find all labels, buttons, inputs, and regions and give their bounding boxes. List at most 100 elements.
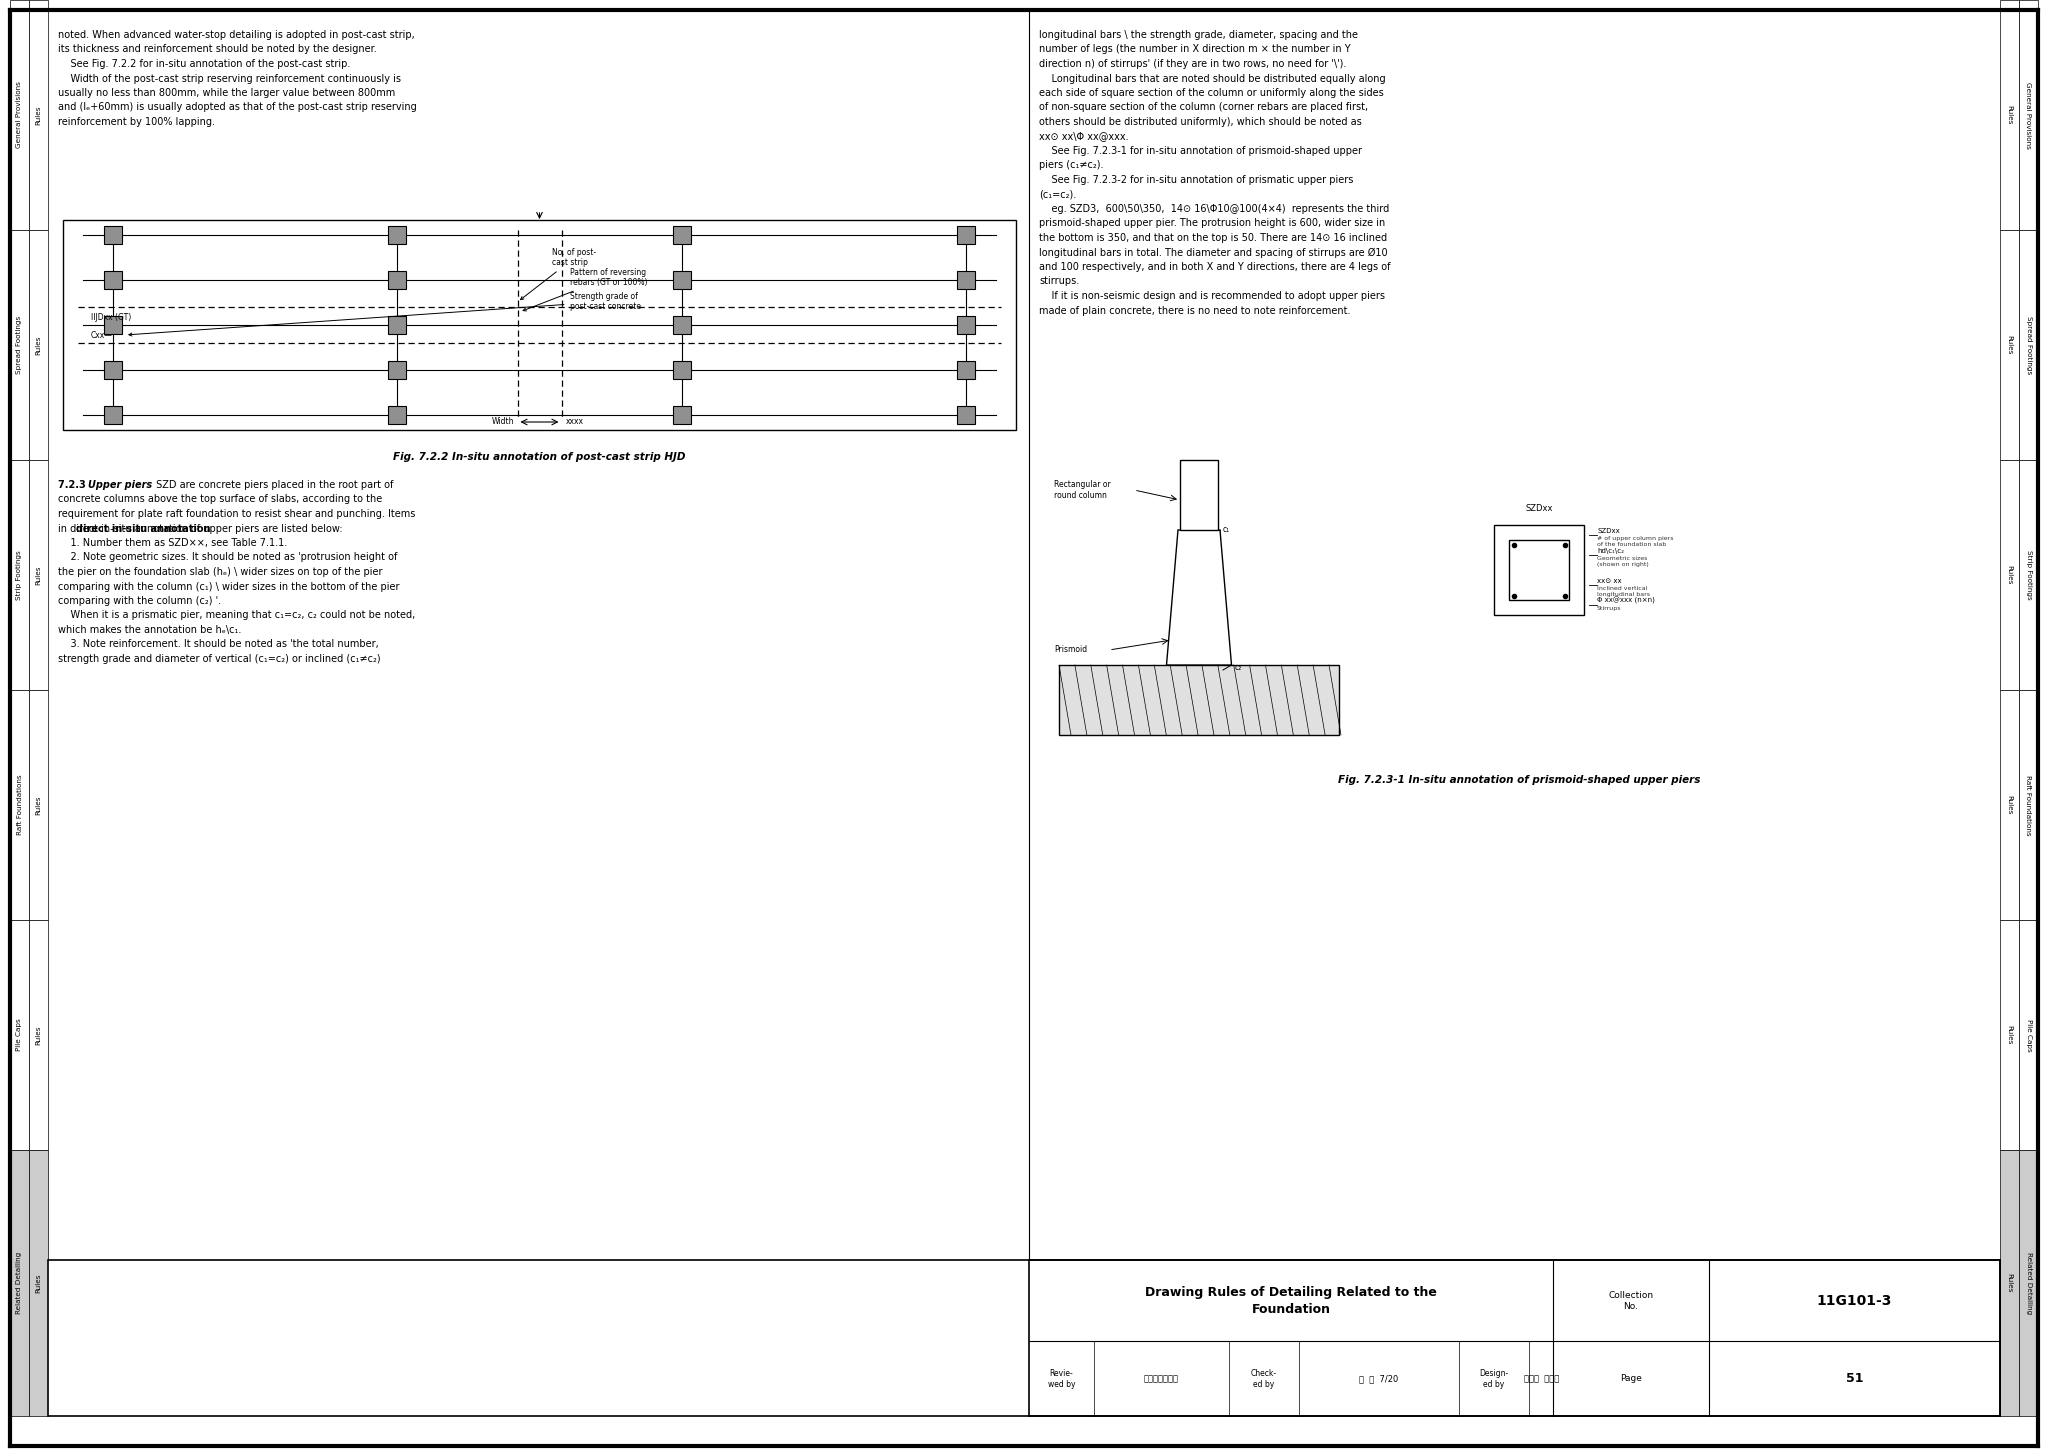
Bar [104,406,123,424]
Text: When it is a prismatic pier, meaning that c₁=c₂, c₂ could not be noted,: When it is a prismatic pier, meaning tha… [57,610,416,620]
Text: 7.2.3: 7.2.3 [57,480,90,491]
Bar [672,361,690,379]
Bar [1493,526,1583,614]
Text: SZDxx: SZDxx [1597,529,1620,534]
Text: and (lₑ+60mm) is usually adopted as that of the post-cast strip reserving: and (lₑ+60mm) is usually adopted as that… [57,102,416,112]
Text: General Provisions: General Provisions [16,82,23,149]
Text: Rules: Rules [2007,565,2013,585]
Text: Width of the post-cast strip reserving reinforcement continuously is: Width of the post-cast strip reserving r… [57,73,401,83]
Text: Rules: Rules [35,335,41,355]
Bar [389,226,406,245]
Text: IIJDxx (GT): IIJDxx (GT) [90,313,131,322]
Text: comparing with the column (c₁) \ wider sizes in the bottom of the pier: comparing with the column (c₁) \ wider s… [57,581,399,591]
Bar [10,230,29,460]
Text: Longitudinal bars that are noted should be distributed equally along: Longitudinal bars that are noted should … [1038,73,1386,83]
Bar [2019,230,2038,460]
Text: eg. SZD3,  600\50\350,  14⊙ 16\Φ10@100(4×4)  represents the third: eg. SZD3, 600\50\350, 14⊙ 16\Φ10@100(4×4… [1038,204,1389,214]
Text: made of plain concrete, there is no need to note reinforcement.: made of plain concrete, there is no need… [1038,306,1350,316]
Bar [47,1259,2001,1417]
Bar [1180,460,1219,530]
Text: stirrups.: stirrups. [1038,277,1079,287]
Text: Pile Caps: Pile Caps [16,1019,23,1051]
Text: Collection
No.: Collection No. [1608,1290,1653,1310]
Text: xx⊙ xx\Φ xx@xxx.: xx⊙ xx\Φ xx@xxx. [1038,131,1128,141]
Text: comparing with the column (c₂) '.: comparing with the column (c₂) '. [57,596,221,606]
Bar [1509,540,1569,600]
Bar [389,271,406,288]
Bar [10,0,29,230]
Text: Rules: Rules [2007,795,2013,815]
Text: prismoid-shaped upper pier. The protrusion height is 600, wider size in: prismoid-shaped upper pier. The protrusi… [1038,218,1384,229]
Text: 2. Note geometric sizes. It should be noted as 'protrusion height of: 2. Note geometric sizes. It should be no… [57,552,397,562]
Bar [1059,665,1339,735]
Text: (c₁=c₂).: (c₁=c₂). [1038,189,1077,199]
Bar [2019,690,2038,920]
Bar [672,226,690,245]
Bar [2019,0,2038,230]
Bar [104,226,123,245]
Bar [2001,460,2019,690]
Text: SZDxx: SZDxx [1526,504,1552,513]
Text: See Fig. 7.2.2 for in-situ annotation of the post-cast strip.: See Fig. 7.2.2 for in-situ annotation of… [57,60,350,68]
Bar [2001,690,2019,920]
Text: Φ xx@xxx (n×n): Φ xx@xxx (n×n) [1597,597,1655,604]
Text: Related Detailing: Related Detailing [2025,1252,2032,1315]
Text: Rules: Rules [35,795,41,815]
Bar [29,920,47,1150]
Text: Stirrups: Stirrups [1597,606,1622,612]
Text: Raft Foundations: Raft Foundations [16,775,23,836]
Text: Geometric sizes
(shown on right): Geometric sizes (shown on right) [1597,556,1649,566]
Text: Page: Page [1620,1374,1642,1383]
Bar [389,406,406,424]
Text: Rules: Rules [35,1025,41,1045]
Text: concrete columns above the top surface of slabs, according to the: concrete columns above the top surface o… [57,495,383,504]
Text: its thickness and reinforcement should be noted by the designer.: its thickness and reinforcement should b… [57,45,377,54]
Text: Raft Foundations: Raft Foundations [2025,775,2032,836]
Bar [10,690,29,920]
Text: Rules: Rules [35,1273,41,1293]
Bar [2001,920,2019,1150]
Text: Rules: Rules [2007,335,2013,355]
Text: Check-
ed by: Check- ed by [1251,1369,1278,1389]
Bar [2001,1150,2019,1417]
Bar [29,460,47,690]
Bar [29,230,47,460]
Text: Spread Footings: Spread Footings [2025,316,2032,374]
Bar [956,316,975,333]
Text: the bottom is 350, and that on the top is 50. There are 14⊙ 16 inclined: the bottom is 350, and that on the top i… [1038,233,1386,243]
Text: 11G101-3: 11G101-3 [1817,1293,1892,1307]
Text: Width: Width [492,418,514,427]
Bar [10,460,29,690]
Bar [10,920,29,1150]
Text: direct in-situ annotation: direct in-situ annotation [76,524,211,533]
Text: requirement for plate raft foundation to resist shear and punching. Items: requirement for plate raft foundation to… [57,510,416,518]
Text: Rules: Rules [2007,105,2013,125]
Bar [956,406,975,424]
Text: Rules: Rules [35,105,41,125]
Bar [956,271,975,288]
Text: of non-square section of the column (corner rebars are placed first,: of non-square section of the column (cor… [1038,102,1368,112]
Text: Design-
ed by: Design- ed by [1479,1369,1509,1389]
Text: c₁: c₁ [1223,526,1231,534]
Text: Inclined vertical
longitudinal bars: Inclined vertical longitudinal bars [1597,585,1651,597]
Text: Rules: Rules [35,565,41,585]
Text: xx⊙ xx: xx⊙ xx [1597,578,1622,584]
Text: 51: 51 [1845,1372,1864,1385]
Text: Rules: Rules [2007,1025,2013,1045]
Bar [672,271,690,288]
Text: piers (c₁≠c₂).: piers (c₁≠c₂). [1038,160,1104,170]
Bar [672,316,690,333]
Text: 刘  敏  7/20: 刘 敏 7/20 [1360,1374,1399,1383]
Polygon shape [1167,530,1231,665]
Text: Fig. 7.2.3-1 In-situ annotation of prismoid-shaped upper piers: Fig. 7.2.3-1 In-situ annotation of prism… [1337,775,1700,785]
Text: No. of post-
cast strip: No. of post- cast strip [520,248,596,300]
Bar [389,361,406,379]
Text: hd\c₁\c₂: hd\c₁\c₂ [1597,547,1624,553]
Bar [956,361,975,379]
Text: General Provisions: General Provisions [2025,82,2032,149]
Text: the pier on the foundation slab (hₑ) \ wider sizes on top of the pier: the pier on the foundation slab (hₑ) \ w… [57,566,383,577]
Text: Fig. 7.2.2 In-situ annotation of post-cast strip HJD: Fig. 7.2.2 In-situ annotation of post-ca… [393,451,686,462]
Text: See Fig. 7.2.3-1 for in-situ annotation of prismoid-shaped upper: See Fig. 7.2.3-1 for in-situ annotation … [1038,146,1362,156]
Bar [104,316,123,333]
Text: usually no less than 800mm, while the larger value between 800mm: usually no less than 800mm, while the la… [57,87,395,98]
